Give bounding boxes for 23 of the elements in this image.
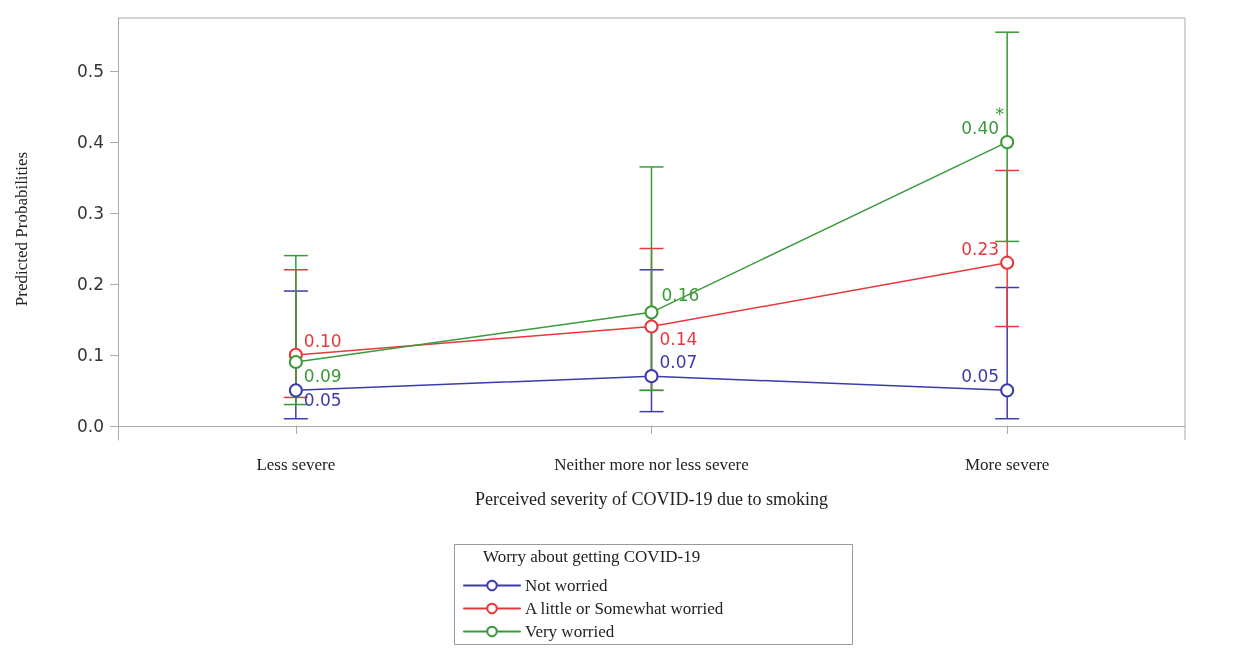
x-tick-label: Less severe <box>256 455 336 474</box>
y-axis-title: Predicted Probabilities <box>12 151 31 307</box>
legend-label: Not worried <box>525 576 609 595</box>
data-label: 0.10 <box>303 330 342 351</box>
data-label: 0.40 <box>961 118 1000 139</box>
y-tick-label: 0.1 <box>76 344 104 365</box>
legend-label: A little or Somewhat worried <box>525 599 724 618</box>
data-label: 0.23 <box>961 238 1000 259</box>
y-tick-label: 0.2 <box>76 273 104 294</box>
data-label: 0.14 <box>659 328 698 349</box>
data-label: 0.09 <box>303 365 342 386</box>
x-tick-label: Neither more nor less severe <box>554 455 749 474</box>
data-label: 0.07 <box>659 352 698 373</box>
legend-label: Very worried <box>525 622 615 641</box>
data-label: 0.05 <box>303 390 342 411</box>
x-tick-label: More severe <box>964 455 1050 474</box>
legend-title: Worry about getting COVID-19 <box>483 547 701 566</box>
x-axis-title: Perceived severity of COVID-19 due to smoking <box>475 489 828 509</box>
y-tick-label: 0.5 <box>76 61 104 82</box>
y-tick-label: 0.0 <box>76 415 104 436</box>
y-tick-label: 0.3 <box>76 203 104 224</box>
data-label: 0.05 <box>961 366 1000 387</box>
y-tick-label: 0.4 <box>76 132 104 153</box>
